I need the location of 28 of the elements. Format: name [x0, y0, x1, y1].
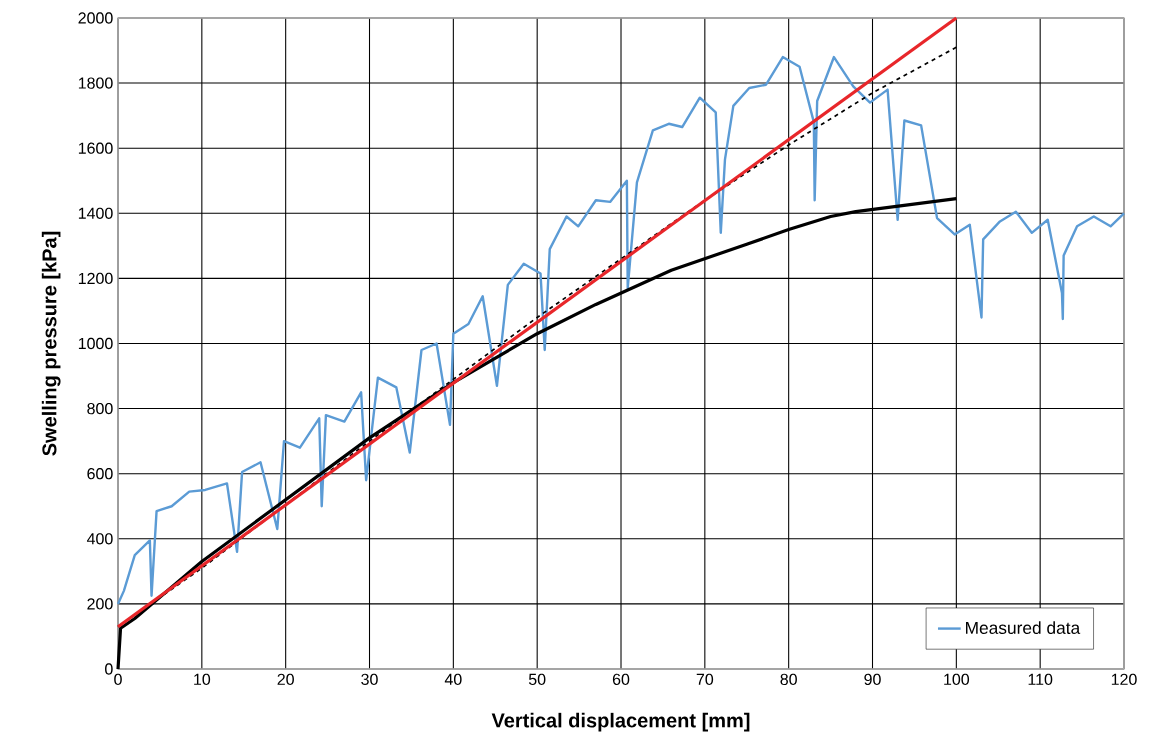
y-tick-label: 2000 — [78, 12, 113, 24]
y-tick-label: 400 — [86, 533, 113, 545]
y-tick-label: 1400 — [78, 207, 113, 219]
x-tick-label: 110 — [1028, 673, 1053, 686]
x-tick-label: 100 — [944, 673, 970, 686]
y-tick-label: 0 — [105, 663, 113, 675]
x-tick-label: 70 — [696, 673, 714, 686]
y-tick-label: 800 — [87, 402, 113, 415]
x-tick-label: 40 — [444, 673, 462, 686]
y-tick-label: 200 — [87, 598, 113, 610]
x-tick-label: 20 — [277, 673, 294, 686]
x-tick-label: 60 — [612, 673, 630, 686]
x-tick-label: 90 — [864, 673, 881, 686]
x-tick-label: 120 — [1111, 673, 1137, 686]
y-tick-label: 1600 — [78, 142, 113, 154]
x-tick-label: 0 — [114, 673, 122, 686]
line-series — [116, 55, 1126, 606]
x-tick-label: 50 — [528, 673, 546, 686]
x-tick-label: 10 — [194, 673, 211, 686]
legend-label: Measured data — [966, 621, 1081, 635]
y-tick-label: 1200 — [78, 272, 113, 285]
x-tick-label: 30 — [361, 673, 378, 686]
y-tick-label: 1000 — [78, 337, 113, 350]
x-tick-label: 80 — [780, 673, 797, 686]
y-tick-label: 1800 — [78, 77, 113, 89]
x-axis-title: Vertical displacement [mm] — [491, 712, 750, 732]
y-axis-title: Swelling pressure [kPa] — [41, 231, 61, 456]
y-tick-label: 600 — [87, 468, 113, 480]
